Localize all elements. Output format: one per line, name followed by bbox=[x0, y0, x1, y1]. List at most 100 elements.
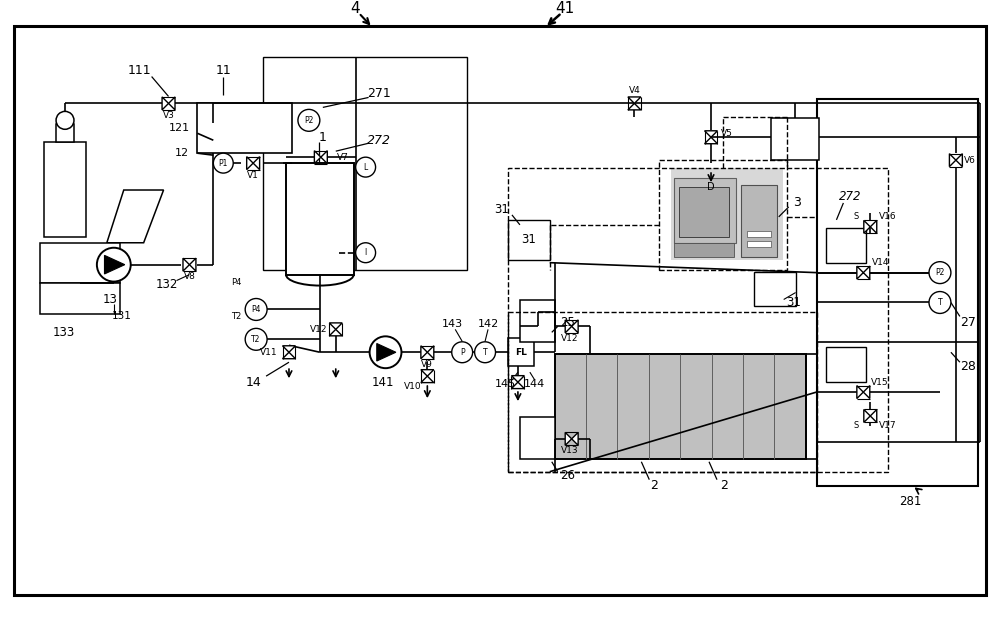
Text: V13: V13 bbox=[561, 446, 578, 455]
Bar bbox=[44, 142, 86, 237]
Polygon shape bbox=[329, 323, 342, 330]
Bar bbox=[741, 185, 777, 257]
Text: 13: 13 bbox=[102, 293, 117, 306]
Text: 26: 26 bbox=[560, 469, 575, 482]
Polygon shape bbox=[572, 320, 578, 333]
Polygon shape bbox=[421, 346, 427, 359]
Text: 281: 281 bbox=[899, 495, 921, 508]
Polygon shape bbox=[169, 97, 175, 110]
Text: 2: 2 bbox=[720, 479, 728, 492]
Bar bbox=[40, 243, 120, 283]
Polygon shape bbox=[857, 386, 863, 399]
Circle shape bbox=[929, 262, 951, 283]
Polygon shape bbox=[705, 131, 717, 137]
Text: 31: 31 bbox=[786, 296, 801, 309]
Text: L: L bbox=[363, 163, 368, 171]
Bar bbox=[520, 300, 555, 342]
Bar bbox=[674, 178, 736, 243]
Text: V16: V16 bbox=[879, 212, 897, 221]
Text: T: T bbox=[938, 298, 942, 307]
Text: V5: V5 bbox=[721, 129, 733, 138]
Text: 1: 1 bbox=[319, 131, 327, 144]
Circle shape bbox=[929, 292, 951, 313]
Bar bbox=[671, 168, 783, 260]
Text: P1: P1 bbox=[219, 159, 228, 168]
Text: V15: V15 bbox=[871, 378, 889, 387]
Bar bbox=[754, 272, 796, 307]
Polygon shape bbox=[863, 266, 870, 279]
Text: 14: 14 bbox=[245, 376, 261, 389]
Bar bbox=[56, 125, 74, 142]
Polygon shape bbox=[857, 266, 863, 279]
Text: V12: V12 bbox=[310, 325, 328, 334]
Polygon shape bbox=[329, 330, 342, 336]
Polygon shape bbox=[949, 154, 956, 166]
Circle shape bbox=[475, 342, 496, 363]
Polygon shape bbox=[314, 151, 321, 164]
Polygon shape bbox=[189, 258, 196, 271]
Polygon shape bbox=[864, 221, 870, 233]
Bar bbox=[40, 283, 120, 315]
Polygon shape bbox=[863, 386, 870, 399]
Text: 121: 121 bbox=[169, 123, 190, 133]
Circle shape bbox=[56, 112, 74, 130]
Circle shape bbox=[356, 157, 376, 177]
Text: 272: 272 bbox=[367, 134, 391, 147]
Text: 142: 142 bbox=[477, 320, 499, 330]
Text: V7: V7 bbox=[337, 153, 349, 161]
Text: FL: FL bbox=[515, 348, 527, 357]
Polygon shape bbox=[705, 137, 717, 144]
Text: V12: V12 bbox=[561, 334, 578, 343]
Text: I: I bbox=[364, 248, 367, 257]
Polygon shape bbox=[162, 97, 169, 110]
Text: S: S bbox=[854, 212, 859, 221]
Polygon shape bbox=[321, 151, 327, 164]
Polygon shape bbox=[421, 369, 434, 376]
Bar bbox=[508, 338, 534, 366]
Text: 111: 111 bbox=[128, 64, 151, 77]
Bar bbox=[826, 347, 866, 382]
Bar bbox=[263, 57, 467, 270]
Polygon shape bbox=[572, 432, 578, 445]
Text: P4: P4 bbox=[251, 305, 261, 314]
Bar bbox=[555, 354, 806, 459]
Polygon shape bbox=[511, 376, 524, 382]
Text: T2: T2 bbox=[231, 312, 241, 321]
Text: T: T bbox=[483, 348, 487, 357]
Circle shape bbox=[370, 336, 401, 368]
Polygon shape bbox=[283, 346, 295, 352]
Polygon shape bbox=[870, 221, 877, 233]
Polygon shape bbox=[247, 156, 253, 169]
Text: 12: 12 bbox=[174, 148, 189, 158]
Text: V4: V4 bbox=[629, 86, 640, 95]
Text: V6: V6 bbox=[964, 156, 976, 164]
Circle shape bbox=[245, 298, 267, 320]
Polygon shape bbox=[956, 154, 962, 166]
Text: 133: 133 bbox=[53, 326, 75, 339]
Text: 272: 272 bbox=[839, 191, 862, 204]
Polygon shape bbox=[864, 409, 870, 422]
Text: V17: V17 bbox=[879, 421, 897, 430]
Polygon shape bbox=[183, 258, 189, 271]
Bar bbox=[508, 313, 817, 472]
Bar bbox=[679, 187, 729, 237]
Text: T2: T2 bbox=[251, 335, 261, 344]
Bar bbox=[817, 100, 978, 486]
Text: 143: 143 bbox=[442, 320, 463, 330]
Circle shape bbox=[97, 248, 131, 282]
Text: V14: V14 bbox=[871, 258, 889, 267]
Text: D: D bbox=[707, 182, 715, 192]
Circle shape bbox=[356, 243, 376, 263]
Text: 25: 25 bbox=[560, 316, 575, 329]
Bar bbox=[826, 228, 866, 263]
Bar bbox=[659, 160, 787, 270]
Polygon shape bbox=[628, 103, 641, 110]
Polygon shape bbox=[377, 343, 396, 361]
Text: P2: P2 bbox=[304, 116, 314, 125]
Text: S: S bbox=[854, 421, 859, 430]
Text: 2: 2 bbox=[650, 479, 658, 492]
Polygon shape bbox=[427, 346, 434, 359]
Text: 131: 131 bbox=[112, 312, 132, 321]
Text: P4: P4 bbox=[231, 278, 241, 287]
Polygon shape bbox=[421, 376, 434, 383]
